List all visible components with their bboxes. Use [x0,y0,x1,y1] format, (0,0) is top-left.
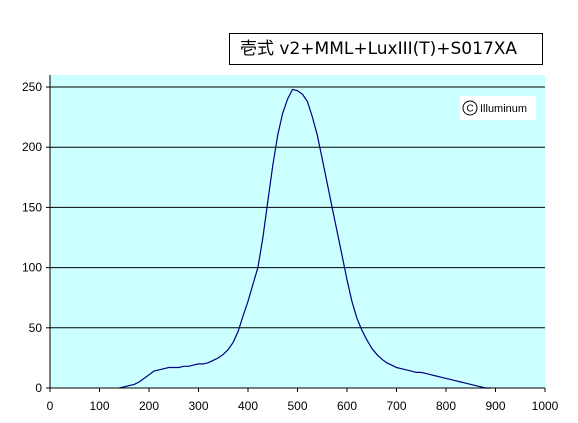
y-tick-label: 0 [35,381,42,395]
series-line [119,88,491,389]
gridlines [50,86,545,329]
y-tick-label: 50 [29,321,43,335]
watermark: C Illuminum [460,96,536,120]
plot-area [50,75,545,388]
x-tick-label: 700 [386,399,406,413]
copyright-icon-letter: C [467,104,474,115]
x-tick-label: 300 [188,399,208,413]
x-tick-label: 0 [47,399,54,413]
x-tick-label: 500 [287,399,307,413]
watermark-text: Illuminum [480,103,527,115]
x-tick-label: 1000 [532,399,559,413]
watermark-box [460,96,536,120]
y-axis-ticks: 0 50 100 150 200 250 [22,80,50,395]
y-tick-label: 250 [22,80,42,94]
y-tick-label: 200 [22,140,42,154]
x-tick-label: 200 [139,399,159,413]
y-tick-label: 100 [22,261,42,275]
x-axis-ticks: 0 100 200 300 400 500 600 700 800 900 1000 [47,388,559,413]
copyright-icon [462,100,478,116]
x-tick-label: 100 [89,399,109,413]
x-tick-label: 600 [337,399,357,413]
x-tick-label: 400 [238,399,258,413]
y-tick-label: 150 [22,200,42,214]
chart-title: 壱式 v2+MML+LuxIII(T)+S017XA [229,33,543,65]
x-tick-label: 800 [436,399,456,413]
x-tick-label: 900 [485,399,505,413]
